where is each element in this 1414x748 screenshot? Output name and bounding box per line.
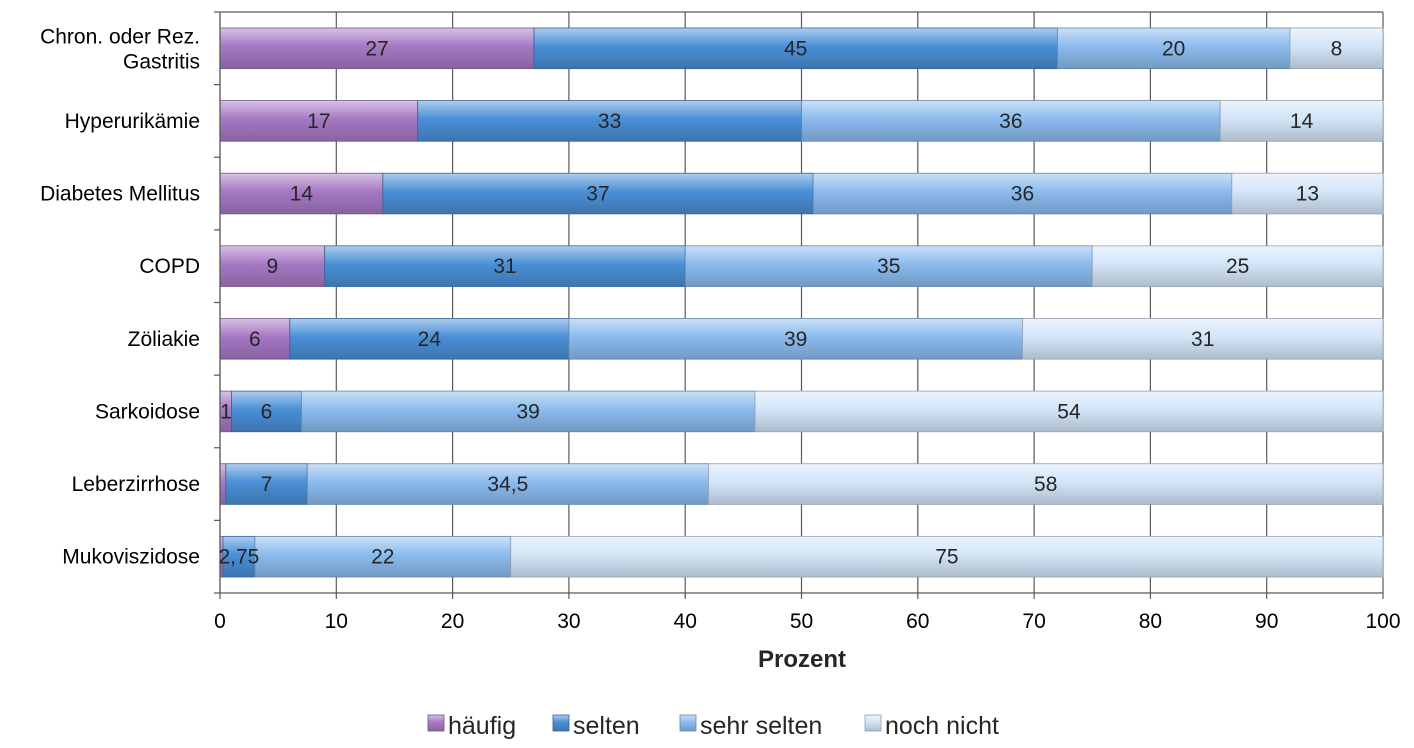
bar-segment (1219, 100, 1384, 142)
bar-segment (382, 172, 814, 215)
bar-segment (1289, 27, 1384, 70)
bar-segment (1091, 245, 1384, 287)
data-label: 34,5 (487, 473, 528, 496)
bar-segment (219, 172, 384, 215)
bar-segment (1022, 318, 1384, 360)
data-label: 36 (999, 110, 1022, 133)
data-label: 13 (1296, 183, 1319, 206)
x-tick-label: 40 (674, 610, 697, 633)
data-label: 33 (598, 110, 621, 133)
bar-segment (510, 535, 1384, 578)
data-label: 36 (1011, 183, 1034, 206)
data-label: 20 (1162, 37, 1185, 60)
category-label: Hyperurikämie (65, 110, 200, 133)
x-tick-label: 50 (790, 610, 813, 633)
data-label: 31 (493, 255, 516, 278)
data-label: 6 (249, 328, 261, 351)
x-tick-label: 70 (1022, 610, 1045, 633)
legend-label: sehr selten (700, 712, 822, 740)
bar-segment (801, 100, 1221, 142)
bar-segment (754, 390, 1384, 433)
data-label: 37 (586, 183, 609, 206)
x-tick-label: 100 (1365, 610, 1400, 633)
data-label: 22 (371, 546, 394, 569)
data-label: 75 (935, 546, 958, 569)
data-label: 14 (1290, 110, 1314, 133)
data-label: 35 (877, 255, 900, 278)
bar-segment (812, 172, 1233, 215)
axes (214, 11, 1384, 599)
category-label: Sarkoidose (95, 400, 200, 423)
x-tick-label: 80 (1139, 610, 1162, 633)
data-label: 54 (1057, 400, 1081, 423)
data-label: 14 (290, 183, 314, 206)
data-label: 2,75 (218, 546, 259, 569)
bar-segment (219, 27, 535, 70)
legend-label: selten (573, 712, 640, 740)
category-label: Leberzirrhose (72, 473, 200, 496)
data-label: 17 (307, 110, 330, 133)
data-label: 45 (784, 37, 807, 60)
legend: häufig selten sehr selten noch nicht (427, 712, 999, 740)
data-label: 58 (1034, 473, 1057, 496)
category-label: Zöliakie (128, 328, 200, 351)
legend-label: häufig (448, 712, 516, 740)
bar-segment (254, 535, 512, 578)
bar-segment (219, 463, 227, 505)
data-label: 31 (1191, 328, 1214, 351)
bar-segment (684, 245, 1093, 287)
x-tick-label: 60 (906, 610, 929, 633)
x-tick-label: 90 (1255, 610, 1278, 633)
data-label: 1 (220, 400, 232, 423)
legend-label: noch nicht (885, 712, 999, 740)
bar-segment (568, 318, 1023, 360)
bar-segment (225, 463, 308, 505)
x-axis-title: Prozent (758, 646, 846, 673)
category-label: COPD (139, 255, 200, 278)
bar-segment (289, 318, 570, 360)
data-label: 9 (266, 255, 278, 278)
bar-segment (1231, 172, 1384, 215)
bar-segment (533, 27, 1058, 70)
x-tick-label: 30 (557, 610, 580, 633)
gridlines (219, 12, 1384, 593)
category-label: Gastritis (123, 50, 200, 73)
bar-segment (417, 100, 802, 142)
legend-swatch (552, 714, 570, 732)
legend-swatch (427, 714, 445, 732)
bar-segment (306, 463, 709, 505)
data-label: 25 (1226, 255, 1249, 278)
x-tick-label: 10 (325, 610, 348, 633)
legend-swatch (679, 714, 697, 732)
data-label: 24 (418, 328, 442, 351)
bar-segment (301, 390, 756, 433)
data-label: 6 (261, 400, 273, 423)
bar-segment (219, 100, 419, 142)
bar-segment (1056, 27, 1291, 70)
data-label: 7 (261, 473, 273, 496)
data-label: 27 (365, 37, 388, 60)
data-label: 39 (784, 328, 807, 351)
bar-segment (222, 535, 256, 578)
bar-segment (708, 463, 1384, 505)
x-tick-label: 0 (214, 610, 226, 633)
category-label: Chron. oder Rez. (40, 25, 200, 48)
data-label: 8 (1331, 37, 1343, 60)
data-label: 39 (517, 400, 540, 423)
x-tick-label: 20 (441, 610, 464, 633)
category-label: Mukoviszidose (62, 546, 200, 569)
legend-swatch (864, 714, 882, 732)
bar-segments (219, 27, 1384, 578)
bar-segment (219, 245, 326, 287)
category-label: Diabetes Mellitus (40, 183, 200, 206)
bar-segment (324, 245, 686, 287)
